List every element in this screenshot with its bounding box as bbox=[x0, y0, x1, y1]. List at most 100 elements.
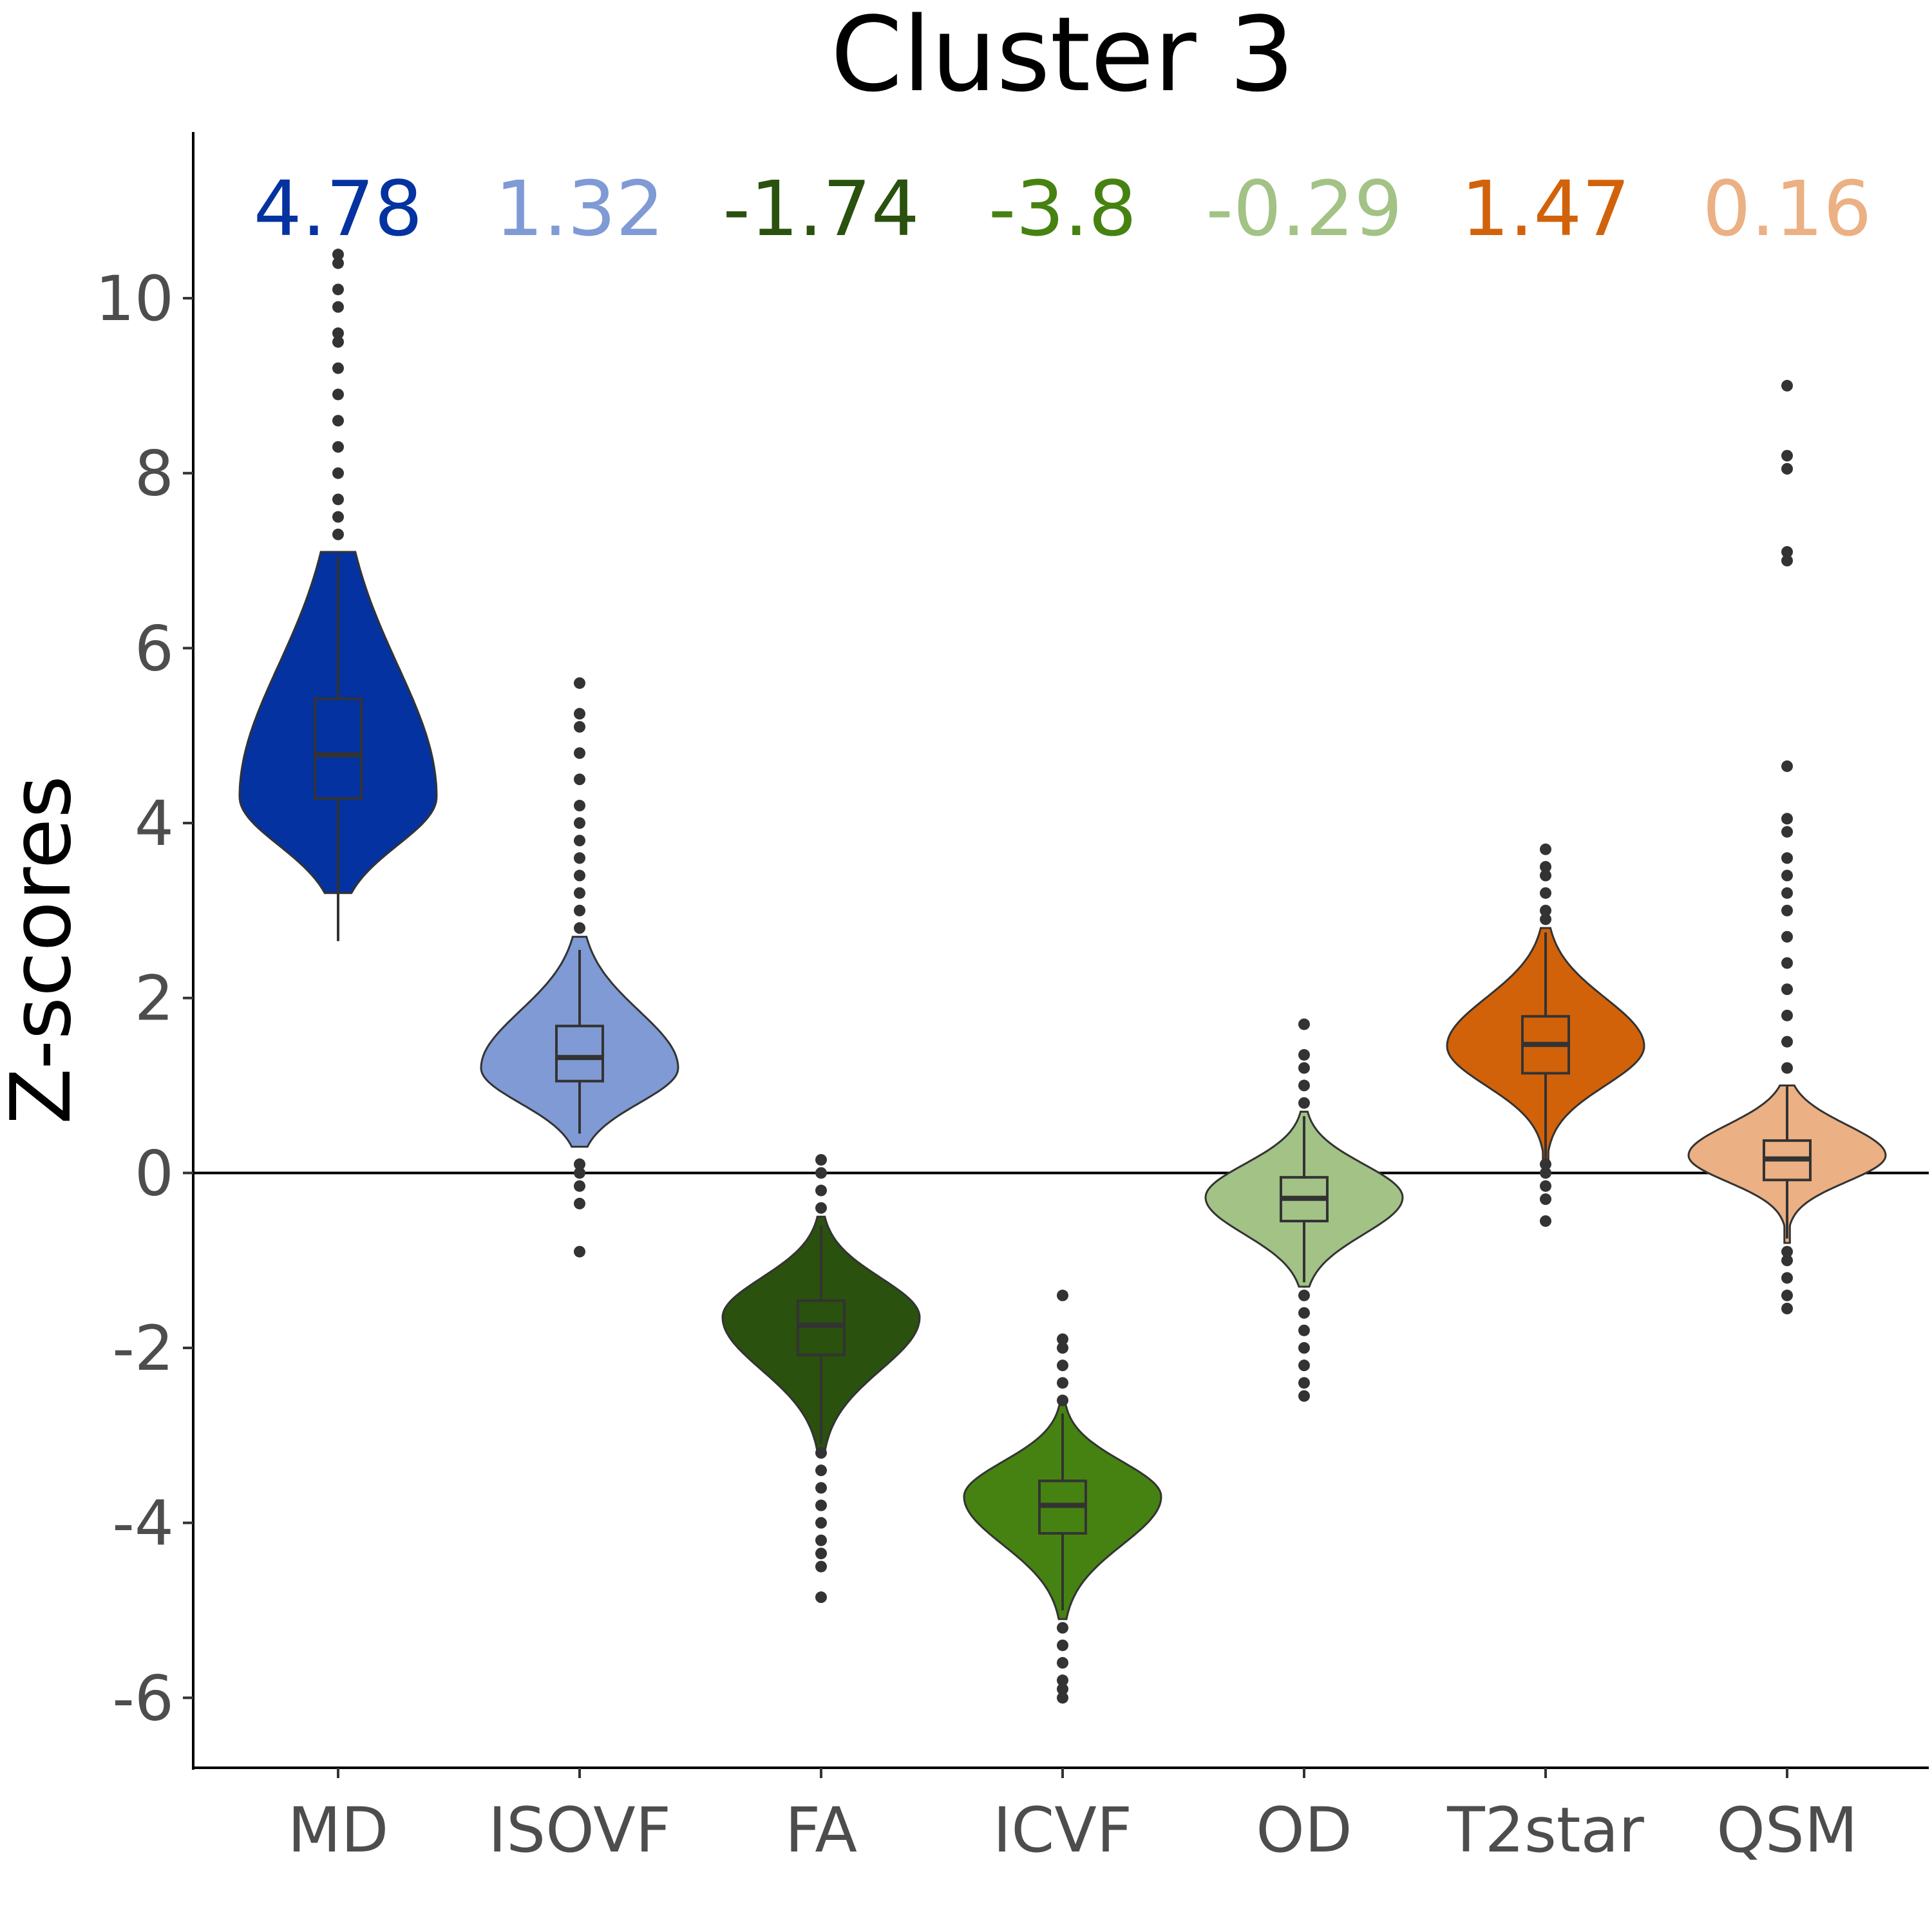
y-tick-label: -4 bbox=[112, 1488, 174, 1560]
outlier-point bbox=[1057, 1622, 1068, 1634]
outlier-point bbox=[1298, 1324, 1310, 1336]
outlier-point bbox=[1781, 554, 1793, 567]
outlier-point bbox=[1781, 813, 1793, 825]
outlier-point bbox=[332, 440, 344, 453]
outlier-point bbox=[1781, 1272, 1793, 1284]
outlier-point bbox=[1057, 1674, 1068, 1687]
outlier-point bbox=[1540, 1167, 1551, 1179]
outlier-point bbox=[1298, 1097, 1310, 1109]
outlier-point bbox=[332, 257, 344, 269]
outlier-point bbox=[815, 1482, 827, 1494]
x-tick-label: ICVF bbox=[993, 1794, 1132, 1866]
outlier-point bbox=[815, 1464, 827, 1477]
outlier-point bbox=[1298, 1342, 1310, 1354]
outlier-point bbox=[1781, 957, 1793, 969]
outlier-point bbox=[1781, 1062, 1793, 1074]
outlier-point bbox=[1781, 852, 1793, 864]
outlier-point bbox=[1057, 1333, 1068, 1345]
outlier-point bbox=[332, 467, 344, 479]
outlier-point bbox=[1781, 450, 1793, 462]
plot-area: -6 -4 -2 0 2 4 6 8 10 MD ISOVF FA ICVF OD T2star QSM 4.7… bbox=[95, 132, 1929, 1866]
outlier-point bbox=[332, 415, 344, 427]
outlier-point bbox=[574, 773, 585, 786]
outlier-point bbox=[574, 708, 585, 720]
outlier-point bbox=[574, 1158, 585, 1170]
outlier-point bbox=[574, 817, 585, 829]
outlier-point bbox=[1298, 1018, 1310, 1030]
outlier-point bbox=[1057, 1683, 1068, 1695]
outlier-point bbox=[1298, 1307, 1310, 1319]
outlier-point bbox=[574, 869, 585, 882]
outlier-point bbox=[574, 721, 585, 733]
outlier-point bbox=[1298, 1390, 1310, 1402]
outlier-point bbox=[332, 493, 344, 506]
y-tick-label: 4 bbox=[135, 788, 174, 860]
outlier-point bbox=[574, 1167, 585, 1179]
x-tick-label: QSM bbox=[1716, 1794, 1857, 1866]
outlier-point bbox=[815, 1184, 827, 1197]
outlier-point bbox=[1781, 1255, 1793, 1267]
iqr-box bbox=[314, 697, 363, 800]
violin-group-isovf: 1.32 bbox=[480, 164, 679, 1258]
violin-group-fa: -1.74 bbox=[721, 164, 921, 1604]
outlier-point bbox=[574, 677, 585, 689]
outlier-point bbox=[1298, 1289, 1310, 1302]
outlier-point bbox=[815, 1499, 827, 1511]
outlier-point bbox=[332, 362, 344, 374]
outlier-point bbox=[332, 388, 344, 401]
y-axis-label: Z-scores bbox=[0, 775, 90, 1124]
outlier-point bbox=[815, 1153, 827, 1166]
outlier-point bbox=[1540, 1193, 1551, 1206]
outlier-point bbox=[1781, 1245, 1793, 1258]
outlier-point bbox=[332, 528, 344, 540]
outlier-point bbox=[332, 336, 344, 348]
outlier-point bbox=[574, 835, 585, 847]
outlier-point bbox=[332, 249, 344, 261]
mean-label-t2star: 1.47 bbox=[1461, 164, 1631, 253]
outlier-point bbox=[815, 1447, 827, 1459]
outlier-point bbox=[1781, 379, 1793, 392]
outlier-point bbox=[1781, 1036, 1793, 1048]
outlier-point bbox=[815, 1517, 827, 1529]
outlier-point bbox=[574, 1245, 585, 1258]
outlier-point bbox=[1540, 1158, 1551, 1170]
outlier-point bbox=[1781, 545, 1793, 558]
mean-label-icvf: -3.8 bbox=[989, 164, 1137, 253]
x-tick-label: MD bbox=[288, 1794, 389, 1866]
outlier-point bbox=[1298, 1377, 1310, 1389]
outlier-point bbox=[332, 511, 344, 523]
outlier-point bbox=[574, 1197, 585, 1209]
outlier-point bbox=[815, 1202, 827, 1214]
violin-group-icvf: -3.8 bbox=[963, 164, 1162, 1704]
outlier-point bbox=[1781, 869, 1793, 882]
outlier-point bbox=[1781, 887, 1793, 899]
mean-label-fa: -1.74 bbox=[723, 164, 919, 253]
outlier-point bbox=[1781, 1302, 1793, 1314]
outlier-point bbox=[574, 887, 585, 899]
outlier-point bbox=[1781, 826, 1793, 838]
outlier-point bbox=[815, 1560, 827, 1573]
x-tick-label: FA bbox=[785, 1794, 857, 1866]
outlier-point bbox=[1298, 1079, 1310, 1092]
violin-group-t2star: 1.47 bbox=[1446, 164, 1645, 1227]
outlier-point bbox=[1781, 904, 1793, 916]
mean-label-od: -0.29 bbox=[1206, 164, 1402, 253]
outlier-point bbox=[1540, 913, 1551, 925]
mean-label-md: 4.78 bbox=[254, 164, 423, 253]
x-tick-label: ISOVF bbox=[488, 1794, 671, 1866]
outlier-point bbox=[1057, 1289, 1068, 1302]
iqr-box bbox=[797, 1299, 846, 1356]
outlier-point bbox=[1781, 462, 1793, 475]
violin-group-md: 4.78 bbox=[238, 164, 438, 942]
outlier-point bbox=[815, 1167, 827, 1179]
outlier-point bbox=[574, 1180, 585, 1192]
outlier-point bbox=[1057, 1639, 1068, 1651]
outlier-point bbox=[1540, 1215, 1551, 1227]
outlier-point bbox=[1781, 760, 1793, 772]
outlier-point bbox=[1540, 887, 1551, 899]
outlier-point bbox=[1540, 860, 1551, 873]
outlier-point bbox=[1057, 1377, 1068, 1389]
outlier-point bbox=[574, 922, 585, 934]
y-tick-label: -6 bbox=[112, 1662, 174, 1734]
outlier-point bbox=[1298, 1062, 1310, 1074]
